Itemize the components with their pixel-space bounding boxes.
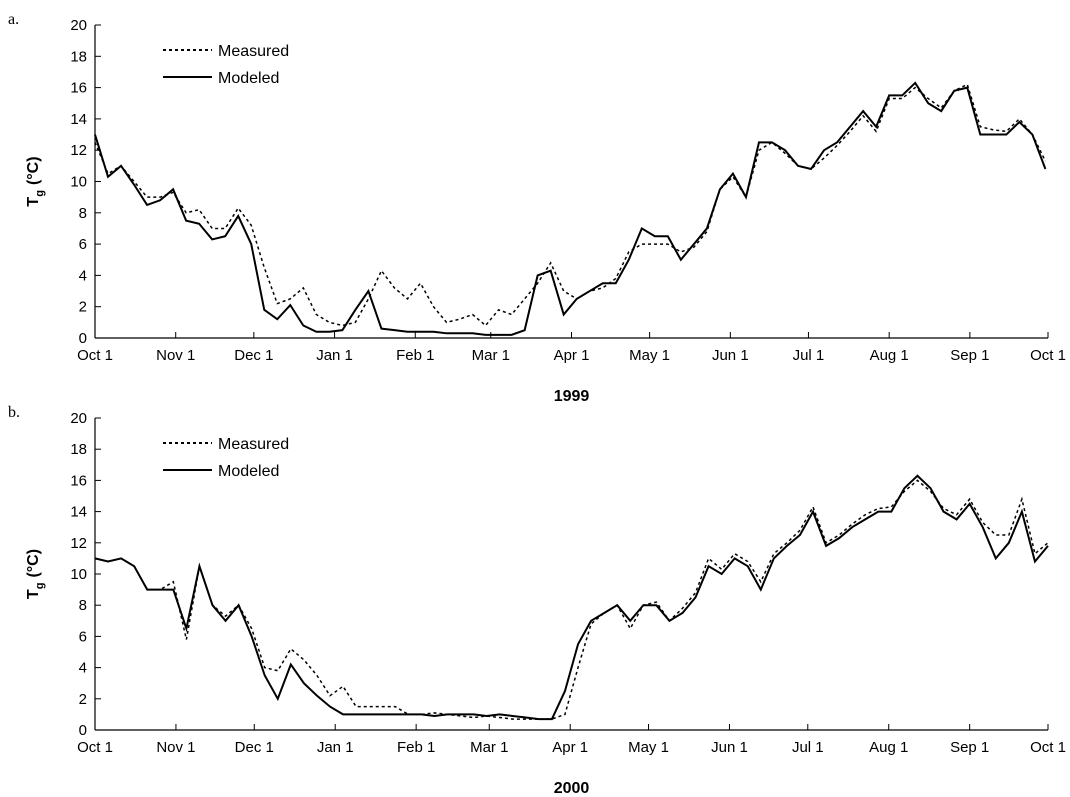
y-tick-label: 8 [79, 597, 87, 614]
x-tick-label: Apr 1 [552, 739, 588, 756]
legend-label: Modeled [218, 70, 279, 87]
y-tick-label: 8 [79, 205, 87, 222]
data-line [94, 474, 1049, 721]
y-axis-title-sub: g [34, 190, 46, 197]
y-tick-label: 20 [70, 17, 87, 34]
y-tick-label: 12 [70, 535, 87, 552]
data-line [94, 81, 1047, 336]
x-tick-label: Nov 1 [156, 739, 195, 756]
y-axis-title-main: T [25, 589, 42, 599]
x-tick-label: Feb 1 [397, 739, 435, 756]
legend-label: Measured [218, 436, 289, 453]
x-axis-title: 2000 [554, 780, 590, 797]
y-tick-label: 2 [79, 299, 87, 316]
y-axis-title-unit: (°C) [25, 549, 42, 578]
x-tick-label: Dec 1 [235, 739, 274, 756]
x-tick-label: Oct 1 [1030, 739, 1066, 756]
panel-label: a. [8, 11, 19, 28]
x-tick-label: Oct 1 [77, 739, 113, 756]
y-tick-label: 6 [79, 236, 87, 253]
x-tick-label: Mar 1 [472, 347, 510, 364]
y-tick-label: 14 [70, 504, 87, 521]
x-tick-label: Jul 1 [792, 739, 824, 756]
legend-label: Modeled [218, 463, 279, 480]
x-tick-label: May 1 [628, 739, 669, 756]
y-tick-label: 16 [70, 80, 87, 97]
x-tick-label: Jan 1 [317, 739, 354, 756]
legend-label: Measured [218, 43, 289, 60]
x-tick-label: Jun 1 [712, 347, 749, 364]
y-tick-label: 16 [70, 472, 87, 489]
y-tick-label: 18 [70, 48, 87, 65]
x-axis-title: 1999 [554, 388, 590, 405]
y-tick-label: 20 [70, 410, 87, 427]
x-tick-label: Feb 1 [396, 347, 434, 364]
x-tick-label: Aug 1 [869, 739, 908, 756]
panel-label: b. [8, 404, 20, 421]
y-tick-label: 12 [70, 142, 87, 159]
y-tick-label: 6 [79, 628, 87, 645]
data-line [94, 83, 1047, 327]
x-tick-label: Sep 1 [950, 739, 989, 756]
y-axis-title-unit: (°C) [25, 156, 42, 185]
x-tick-label: Dec 1 [234, 347, 273, 364]
data-line [94, 479, 1049, 720]
x-tick-label: May 1 [629, 347, 670, 364]
y-axis-title-sub: g [34, 583, 46, 590]
x-tick-label: Jan 1 [316, 347, 353, 364]
y-axis-title-main: T [25, 197, 42, 207]
y-tick-label: 10 [70, 174, 87, 191]
y-tick-label: 2 [79, 691, 87, 708]
x-tick-label: Apr 1 [554, 347, 590, 364]
y-tick-label: 18 [70, 441, 87, 458]
y-axis-title: Tg (°C) [25, 549, 46, 599]
x-tick-label: Jul 1 [793, 347, 825, 364]
y-tick-label: 10 [70, 566, 87, 583]
x-tick-label: Nov 1 [156, 347, 195, 364]
x-tick-label: Mar 1 [470, 739, 508, 756]
y-tick-label: 0 [79, 722, 87, 739]
y-axis-title: Tg (°C) [25, 156, 46, 206]
x-tick-label: Jun 1 [711, 739, 748, 756]
y-tick-label: 4 [79, 660, 87, 677]
x-tick-label: Aug 1 [870, 347, 909, 364]
y-tick-label: 0 [79, 330, 87, 347]
x-tick-label: Oct 1 [77, 347, 113, 364]
y-tick-label: 4 [79, 267, 87, 284]
x-tick-label: Sep 1 [950, 347, 989, 364]
x-tick-label: Oct 1 [1030, 347, 1066, 364]
y-tick-label: 14 [70, 111, 87, 128]
